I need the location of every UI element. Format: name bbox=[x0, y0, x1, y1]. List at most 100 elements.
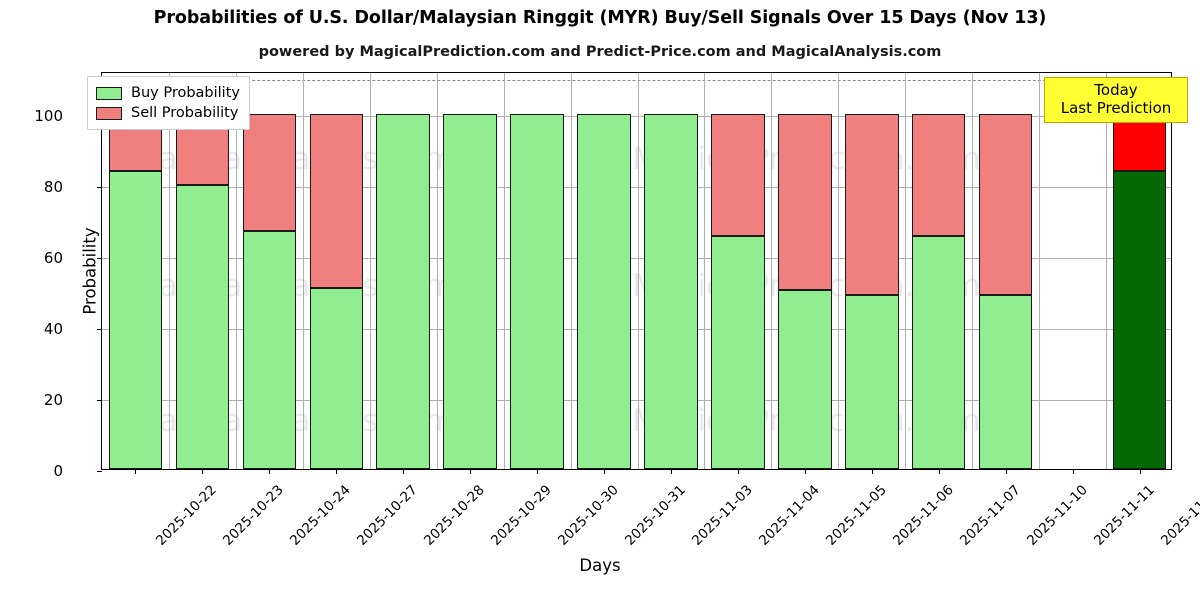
x-tick-label: 2025-10-24 bbox=[287, 482, 355, 549]
x-tick-label: 2025-11-07 bbox=[956, 482, 1024, 549]
x-gridline bbox=[638, 73, 639, 469]
x-gridline bbox=[169, 73, 170, 469]
plot-area: MagicalAnalysis.comMagicalPrediction.com… bbox=[34, 72, 1172, 480]
x-tick-mark bbox=[1072, 469, 1074, 474]
bar-segment-buy[interactable] bbox=[978, 294, 1033, 469]
x-tick-label: 2025-11-05 bbox=[822, 482, 890, 549]
bar-group[interactable] bbox=[242, 73, 297, 469]
x-tick-label: 2025-11-12 bbox=[1157, 482, 1200, 549]
today-annotation-box: Today Last Prediction bbox=[1044, 77, 1188, 124]
x-gridline bbox=[905, 73, 906, 469]
bar-segment-buy[interactable] bbox=[108, 170, 163, 469]
y-tick-mark bbox=[97, 399, 102, 401]
x-tick-mark bbox=[737, 469, 739, 474]
bar-segment-buy[interactable] bbox=[644, 113, 698, 469]
x-gridline bbox=[838, 73, 839, 469]
bar-group[interactable] bbox=[845, 73, 899, 469]
x-tick-mark bbox=[202, 469, 204, 474]
x-tick-mark bbox=[470, 469, 472, 474]
bar-segment-buy[interactable] bbox=[175, 184, 230, 469]
y-gridline bbox=[102, 257, 1171, 259]
y-tick-mark bbox=[97, 257, 102, 259]
bar-segment-sell[interactable] bbox=[242, 113, 297, 231]
x-gridline bbox=[437, 73, 438, 469]
bar-segment-sell[interactable] bbox=[978, 113, 1033, 295]
x-tick-label: 2025-11-06 bbox=[889, 482, 957, 549]
x-tick-mark bbox=[269, 469, 271, 474]
x-gridline bbox=[236, 73, 237, 469]
bar-group[interactable] bbox=[376, 73, 430, 469]
bar-group[interactable] bbox=[309, 73, 364, 469]
x-gridline bbox=[370, 73, 371, 469]
x-tick-label: 2025-11-03 bbox=[688, 482, 756, 549]
bar-group[interactable] bbox=[911, 73, 966, 469]
x-gridline bbox=[571, 73, 572, 469]
bar-group[interactable] bbox=[978, 73, 1033, 469]
bar-segment-buy[interactable] bbox=[845, 294, 899, 469]
x-tick-label: 2025-11-10 bbox=[1023, 482, 1091, 549]
y-tick-label: 0 bbox=[53, 462, 63, 480]
bar-segment-sell[interactable] bbox=[309, 113, 364, 288]
x-tick-mark bbox=[804, 469, 806, 474]
bar-group[interactable] bbox=[644, 73, 698, 469]
y-gridline bbox=[102, 328, 1171, 330]
today-label-line1: Today bbox=[1094, 81, 1138, 99]
bar-segment-sell[interactable] bbox=[778, 113, 832, 290]
bar-group[interactable] bbox=[443, 73, 497, 469]
bar-segment-buy[interactable] bbox=[443, 113, 497, 469]
page-title: Probabilities of U.S. Dollar/Malaysian R… bbox=[153, 8, 1047, 28]
x-tick-mark bbox=[604, 469, 606, 474]
x-tick-mark bbox=[537, 469, 539, 474]
y-axis-label: Probability bbox=[80, 227, 100, 315]
legend-swatch-buy bbox=[96, 86, 122, 100]
bar-segment-buy[interactable] bbox=[1112, 170, 1167, 469]
bar-segment-buy[interactable] bbox=[510, 113, 564, 469]
bar-group[interactable] bbox=[711, 73, 765, 469]
bar-segment-buy[interactable] bbox=[309, 287, 364, 469]
x-tick-label: 2025-10-27 bbox=[354, 482, 422, 549]
y-tick-label: 80 bbox=[43, 177, 63, 196]
x-tick-label: 2025-10-30 bbox=[555, 482, 622, 549]
x-tick-mark bbox=[1005, 469, 1007, 474]
bar-segment-buy[interactable] bbox=[376, 113, 430, 469]
plot-inner: MagicalAnalysis.comMagicalPrediction.com… bbox=[102, 73, 1171, 469]
y-tick-label: 60 bbox=[43, 248, 63, 267]
y-gridline bbox=[102, 186, 1171, 188]
x-tick-mark bbox=[1139, 469, 1141, 474]
bar-segment-sell[interactable] bbox=[845, 113, 899, 295]
bar-group[interactable] bbox=[175, 73, 230, 469]
x-tick-mark bbox=[871, 469, 873, 474]
bar-segment-buy[interactable] bbox=[911, 236, 966, 469]
today-label-line2: Last Prediction bbox=[1060, 98, 1172, 117]
bar-segment-sell[interactable] bbox=[711, 113, 765, 237]
legend-item-sell: Sell Probability bbox=[96, 103, 240, 123]
x-gridline bbox=[1106, 73, 1107, 469]
y-tick-mark bbox=[97, 328, 102, 330]
legend-item-buy: Buy Probability bbox=[96, 83, 240, 103]
x-tick-mark bbox=[670, 469, 672, 474]
x-gridline bbox=[972, 73, 973, 469]
chart-subtitle: powered by MagicalPrediction.com and Pre… bbox=[258, 44, 942, 60]
bar-group[interactable] bbox=[510, 73, 564, 469]
bar-segment-buy[interactable] bbox=[778, 289, 832, 469]
bar-group[interactable] bbox=[778, 73, 832, 469]
bar-segment-sell[interactable] bbox=[911, 113, 966, 237]
bar-segment-buy[interactable] bbox=[711, 236, 765, 469]
x-gridline bbox=[704, 73, 705, 469]
bar-segment-buy[interactable] bbox=[242, 230, 297, 469]
y-tick-label: 100 bbox=[34, 106, 63, 125]
chart-legend: Buy Probability Sell Probability bbox=[87, 76, 250, 130]
x-tick-label: 2025-11-04 bbox=[755, 482, 823, 549]
x-axis-label: Days bbox=[579, 556, 621, 575]
legend-swatch-sell bbox=[96, 106, 122, 120]
x-tick-label: 2025-10-23 bbox=[220, 482, 288, 549]
x-tick-mark bbox=[135, 469, 137, 474]
bar-segment-buy[interactable] bbox=[577, 113, 631, 469]
bar-group[interactable] bbox=[108, 73, 163, 469]
x-tick-label: 2025-10-31 bbox=[622, 482, 689, 549]
bar-group[interactable] bbox=[577, 73, 631, 469]
x-gridline bbox=[504, 73, 505, 469]
x-gridline bbox=[303, 73, 304, 469]
bar-group-today[interactable] bbox=[1112, 73, 1167, 469]
